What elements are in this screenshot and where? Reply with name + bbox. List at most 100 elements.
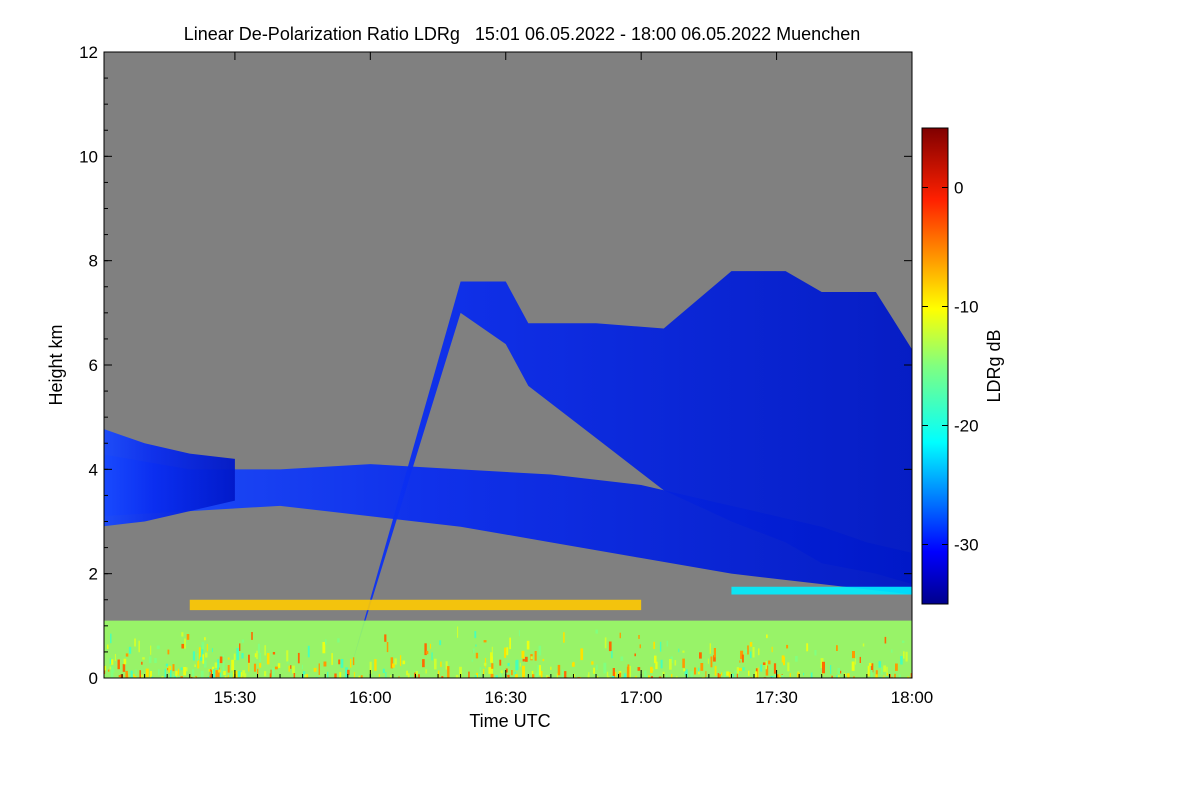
speckle-cell [739, 667, 742, 671]
speckle-cell [134, 676, 137, 678]
speckle-cell [467, 677, 470, 678]
speckle-cell [254, 653, 257, 658]
speckle-cell [305, 674, 309, 678]
speckle-cell [360, 675, 363, 678]
speckle-cell [538, 665, 541, 676]
y-tick-label: 12 [79, 43, 98, 62]
speckle-cell [175, 670, 178, 678]
speckle-cell [563, 632, 565, 643]
speckle-cell [491, 663, 494, 669]
speckle-cell [682, 650, 685, 653]
speckle-cell [474, 675, 477, 678]
speckle-cell [167, 649, 170, 655]
speckle-cell [538, 645, 542, 656]
layer-residual-layer [189, 599, 642, 611]
speckle-cell [226, 677, 228, 678]
speckle-cell [653, 641, 655, 649]
speckle-cell [755, 671, 758, 678]
speckle-cell [181, 643, 185, 649]
speckle-cell [750, 677, 753, 678]
speckle-cell [853, 676, 855, 678]
speckle-cell [837, 667, 840, 674]
speckle-cell [828, 677, 830, 678]
speckle-cell [596, 664, 598, 670]
speckle-cell [795, 656, 798, 662]
speckle-cell [726, 671, 730, 676]
speckle-cell [757, 667, 759, 678]
speckle-cell [201, 645, 204, 657]
speckle-cell [705, 671, 707, 678]
colorbar-tick-label: -30 [954, 536, 979, 555]
colorbar-label: LDRg dB [984, 329, 1004, 402]
speckle-cell [650, 666, 653, 673]
speckle-cell [230, 672, 233, 678]
speckle-cell [475, 652, 479, 659]
speckle-cell [746, 678, 748, 685]
speckle-cell [297, 652, 300, 664]
speckle-cell [870, 670, 873, 678]
speckle-cell [634, 653, 636, 657]
colorbar-gradient [921, 127, 949, 605]
speckle-cell [352, 657, 355, 666]
speckle-cell [765, 665, 769, 676]
speckle-cell [686, 669, 688, 678]
speckle-cell [198, 647, 201, 660]
speckle-cell [406, 670, 408, 676]
speckle-cell [669, 659, 672, 670]
speckle-cell [181, 632, 184, 637]
speckle-cell [488, 667, 492, 674]
speckle-cell [327, 671, 329, 678]
speckle-cell [170, 677, 173, 678]
speckle-cell [770, 676, 774, 678]
speckle-cell [243, 676, 245, 678]
speckle-cell [709, 643, 711, 654]
speckle-cell [218, 669, 221, 673]
speckle-cell [165, 676, 167, 678]
speckle-cell [425, 650, 429, 655]
speckle-cell [210, 673, 213, 678]
speckle-cell [475, 644, 477, 647]
speckle-cell [507, 674, 510, 678]
speckle-cell [627, 664, 630, 667]
speckle-cell [762, 662, 766, 665]
speckle-cell [635, 675, 637, 678]
speckle-cell [700, 663, 704, 671]
speckle-cell [114, 654, 116, 661]
speckle-cell [369, 661, 372, 674]
speckle-cell [358, 675, 360, 678]
speckle-cell [715, 676, 718, 678]
speckle-cell [222, 654, 224, 657]
speckle-cell [499, 673, 502, 678]
speckle-cell [334, 673, 337, 678]
speckle-cell [188, 677, 191, 678]
speckle-cell [385, 672, 387, 678]
speckle-cell [223, 671, 226, 676]
speckle-cell [597, 676, 599, 678]
speckle-cell [717, 673, 720, 678]
speckle-cell [384, 634, 387, 642]
speckle-cell [394, 658, 397, 665]
speckle-cell [374, 659, 377, 671]
speckle-cell [771, 646, 773, 653]
speckle-cell [690, 671, 693, 678]
speckle-cell [768, 660, 771, 665]
speckle-cell [274, 666, 278, 670]
speckle-cell [135, 677, 138, 678]
speckle-cell [525, 656, 528, 662]
speckle-cell [530, 656, 533, 660]
speckle-cell [472, 648, 475, 654]
speckle-cell [337, 638, 340, 643]
speckle-cell [522, 658, 525, 662]
speckle-cell [902, 677, 905, 678]
speckle-cell [511, 670, 513, 676]
speckle-cell [382, 668, 385, 673]
speckle-cell [522, 665, 525, 678]
speckle-cell [219, 671, 222, 678]
x-tick-label: 17:00 [620, 688, 663, 707]
speckle-cell [698, 667, 700, 674]
y-tick-label: 2 [89, 565, 98, 584]
speckle-cell [215, 670, 218, 678]
speckle-cell [209, 671, 211, 676]
speckle-cell [638, 635, 640, 639]
